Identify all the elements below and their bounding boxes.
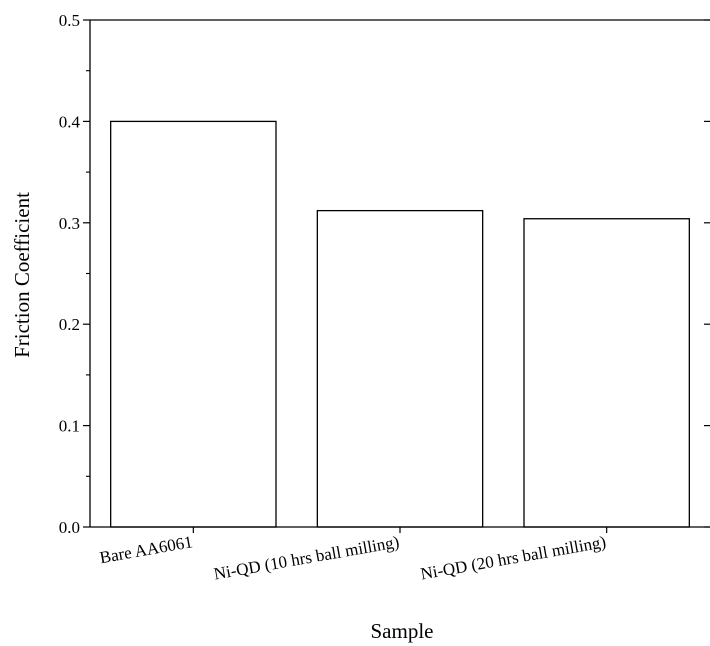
bar-1	[110, 120, 277, 528]
y-axis-title: Friction Coefficient	[10, 192, 34, 358]
y-tick-label: 0.5	[59, 11, 80, 30]
y-tick-label: 0.0	[59, 518, 80, 537]
x-tick-label: Bare AA6061	[98, 532, 194, 567]
bar-2	[316, 209, 484, 528]
y-tick-label: 0.1	[59, 417, 80, 436]
y-tick-label: 0.3	[59, 214, 80, 233]
ticks-group	[83, 19, 710, 533]
x-tick-label: Ni-QD (10 hrs ball milling)	[212, 532, 400, 583]
x-axis-title: Sample	[371, 619, 434, 643]
x-tick-label: Ni-QD (20 hrs ball milling)	[419, 532, 607, 583]
y-tick-label: 0.2	[59, 315, 80, 334]
bars-group	[110, 120, 690, 528]
bar-3	[523, 218, 690, 528]
y-tick-label: 0.4	[59, 112, 81, 131]
